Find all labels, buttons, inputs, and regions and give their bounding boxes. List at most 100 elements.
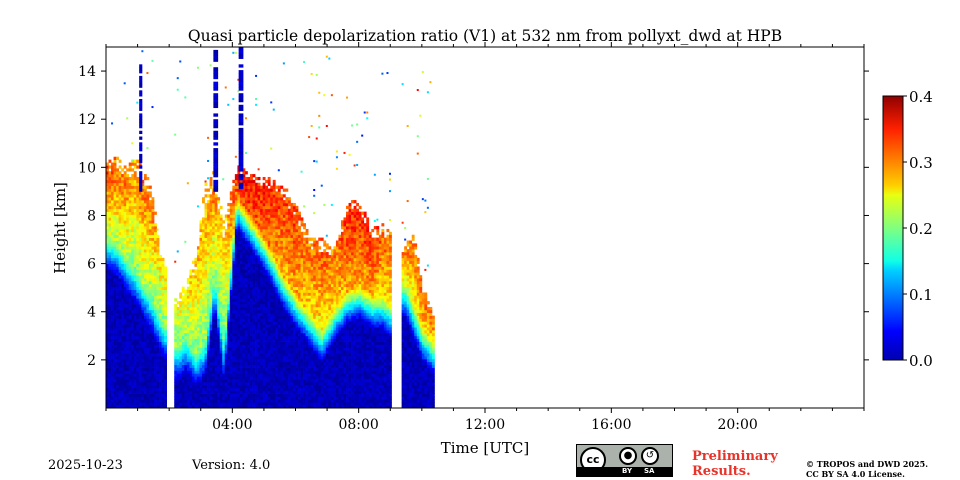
heatmap-cell — [212, 200, 215, 204]
heatmap-cell — [128, 197, 132, 201]
heatmap-cell — [161, 315, 165, 319]
heatmap-cell — [267, 211, 271, 215]
heatmap-speckle — [146, 72, 149, 75]
heatmap-cell — [121, 179, 125, 184]
heatmap-cell — [176, 332, 180, 337]
heatmap-cell — [161, 341, 165, 345]
heatmap-cell — [123, 275, 127, 279]
heatmap-cell — [111, 165, 114, 169]
heatmap-cell — [262, 200, 266, 204]
heatmap-cell — [275, 341, 279, 345]
heatmap-cell — [229, 252, 233, 256]
heatmap-cell — [260, 358, 264, 363]
heatmap-cell — [265, 338, 269, 342]
heatmap-cell — [282, 286, 286, 290]
heatmap-cell — [146, 200, 150, 204]
heatmap-cell — [181, 370, 185, 374]
heatmap-cell — [224, 312, 228, 316]
heatmap-cell — [227, 202, 231, 207]
heatmap-cell — [217, 286, 221, 290]
heatmap-cell — [194, 347, 198, 351]
heatmap-cell — [214, 197, 218, 201]
heatmap-cell — [267, 361, 271, 366]
heatmap-cell — [272, 353, 276, 357]
heatmap-cell — [285, 390, 289, 394]
heatmap-cell — [151, 283, 155, 288]
heatmap-cell — [265, 387, 269, 392]
heatmap-cell — [252, 194, 256, 198]
heatmap-cell — [113, 165, 117, 169]
heatmap-cell — [191, 350, 195, 354]
heatmap-cell — [277, 402, 281, 406]
heatmap-cell — [270, 306, 274, 311]
heatmap-cell — [209, 278, 213, 282]
heatmap-cell — [234, 318, 238, 322]
heatmap-cell — [133, 286, 137, 290]
heatmap-cell — [207, 301, 210, 305]
heatmap-cell — [131, 390, 135, 394]
heatmap-cell — [146, 202, 150, 207]
heatmap-cell — [133, 344, 137, 348]
heatmap-cell — [121, 396, 125, 400]
heatmap-cell — [242, 168, 246, 172]
heatmap-cell — [186, 364, 190, 368]
heatmap-cell — [199, 272, 203, 276]
heatmap-cell — [275, 217, 279, 221]
heatmap-cell — [126, 263, 130, 267]
heatmap-cell — [133, 237, 137, 241]
heatmap-cell — [244, 208, 248, 212]
heatmap-cell — [257, 214, 261, 218]
heatmap-cell — [247, 226, 251, 230]
heatmap-cell — [239, 283, 243, 288]
heatmap-cell — [141, 182, 145, 186]
heatmap-cell — [212, 269, 215, 273]
heatmap-cell — [113, 306, 117, 311]
heatmap-cell — [219, 217, 223, 221]
heatmap-cell — [161, 367, 165, 371]
heatmap-cell — [275, 289, 279, 293]
heatmap-cell — [252, 356, 256, 360]
heatmap-cell — [244, 402, 248, 406]
heatmap-cell — [118, 298, 122, 302]
heatmap-cell — [156, 269, 160, 273]
heatmap-cell — [255, 384, 258, 389]
heatmap-cell — [214, 286, 218, 290]
heatmap-cell — [141, 202, 145, 207]
heatmap-cell — [229, 324, 233, 328]
heatmap-cell — [265, 405, 269, 408]
heatmap-cell — [244, 283, 248, 288]
heatmap-cell — [186, 338, 190, 342]
heatmap-cell — [272, 387, 276, 392]
heatmap-cell — [244, 260, 248, 264]
heatmap-cell — [255, 382, 258, 386]
heatmap-cell — [111, 243, 114, 247]
heatmap-cell — [159, 324, 162, 328]
heatmap-cell — [131, 168, 135, 172]
heatmap-cell — [214, 263, 218, 267]
heatmap-cell — [285, 240, 289, 244]
heatmap-cell — [154, 266, 157, 270]
heatmap-cell — [280, 367, 284, 371]
heatmap-cell — [116, 382, 119, 386]
heatmap-cell — [154, 295, 157, 299]
heatmap-cell — [118, 185, 122, 189]
heatmap-cell — [212, 390, 215, 394]
heatmap-cell — [126, 330, 130, 334]
heatmap-cell — [212, 405, 215, 408]
heatmap-speckle — [272, 108, 275, 111]
heatmap-cell — [151, 237, 155, 241]
heatmap-cell — [262, 286, 266, 290]
heatmap-cell — [244, 278, 248, 282]
heatmap-cell — [272, 382, 276, 386]
heatmap-cell — [250, 240, 253, 244]
heatmap-cell — [260, 335, 264, 340]
heatmap-cell — [224, 318, 228, 322]
heatmap-cell — [151, 223, 155, 227]
heatmap-cell — [267, 402, 271, 406]
heatmap-cell — [194, 370, 198, 374]
heatmap-cell — [234, 246, 238, 250]
heatmap-cell — [204, 298, 208, 302]
heatmap-cell — [207, 384, 210, 389]
heatmap-cell — [121, 182, 125, 186]
heatmap-cell — [148, 361, 152, 366]
